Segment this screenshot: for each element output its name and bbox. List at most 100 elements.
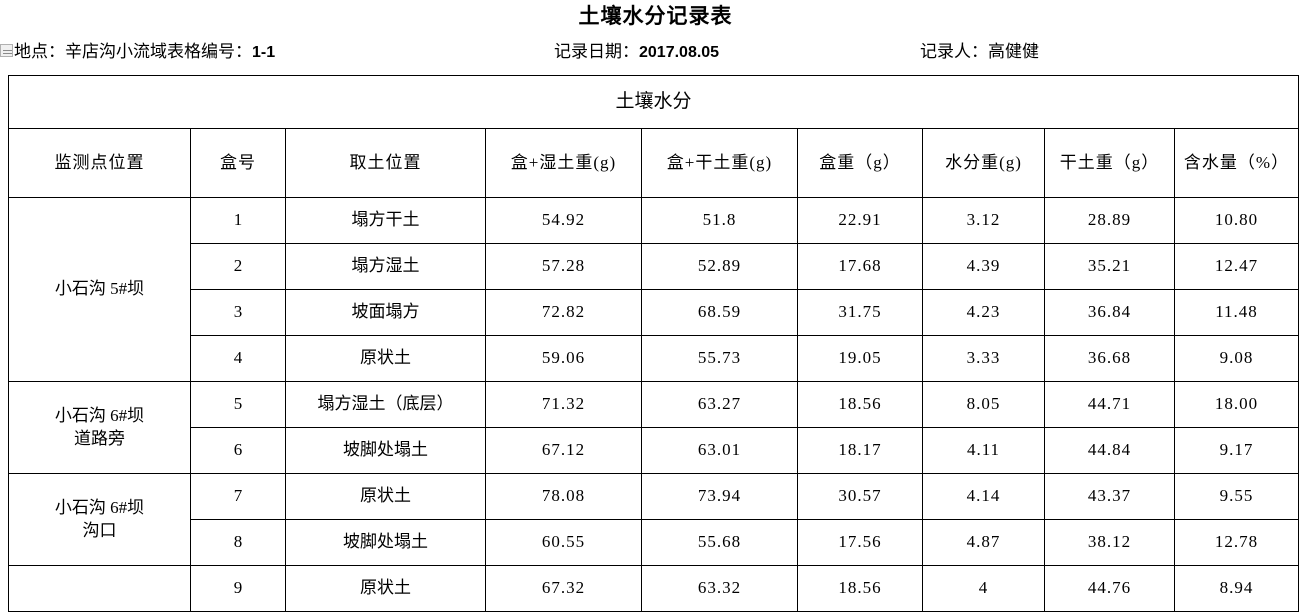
table-row: 6 坡脚处塌土 67.12 63.01 18.17 4.11 44.84 9.17 (9, 427, 1300, 474)
document-meta-line: 地点：辛店沟小流域表格编号：1-1 记录日期：2017.08.05 记录人：高健… (0, 37, 1311, 67)
cell-moisture: 9.17 (1173, 427, 1300, 474)
column-header-sample-loc: 取土位置 (285, 128, 486, 198)
cell-sample-location: 坡脚处塌土 (285, 519, 486, 566)
cell-sample-location: 坡脚处塌土 (285, 427, 486, 474)
cell-dry-total: 55.68 (641, 519, 798, 566)
table-row: 2 塌方湿土 57.28 52.89 17.68 4.39 35.21 12.47 (9, 243, 1300, 290)
cell-sample-location: 塌方干土 (285, 197, 486, 244)
table-row: 9 原状土 67.32 63.32 18.56 4 44.76 8.94 (8, 565, 1300, 612)
cell-box-weight: 18.17 (797, 427, 923, 474)
cell-wet-total: 78.08 (485, 473, 642, 520)
cell-water-weight: 3.33 (922, 335, 1045, 382)
cell-moisture: 12.78 (1173, 519, 1300, 566)
meta-recorder-label: 记录人： (920, 42, 988, 61)
column-header-moisture: 含水量（%） (1173, 128, 1300, 198)
cell-dry-total: 51.8 (641, 197, 798, 244)
cell-dry-soil: 28.89 (1044, 197, 1175, 244)
meta-recorder: 记录人：高健健 (920, 37, 1039, 67)
page-title: 土壤水分记录表 (578, 4, 733, 28)
cell-dry-total: 63.01 (641, 427, 798, 474)
cell-water-weight: 4.87 (922, 519, 1045, 566)
cell-box-weight: 18.56 (797, 565, 923, 612)
column-header-dry-soil: 干土重（g） (1044, 128, 1175, 198)
cell-wet-total: 67.12 (485, 427, 642, 474)
cell-wet-total: 57.28 (485, 243, 642, 290)
cell-wet-total: 59.06 (485, 335, 642, 382)
cell-box-no: 8 (190, 519, 286, 566)
cell-water-weight: 4.23 (922, 289, 1045, 336)
soil-moisture-table-container: 土壤水分 监测点位置 盒号 取土位置 盒+湿土重(g) 盒+干土重(g) 盒重（… (7, 75, 1300, 612)
cell-box-no: 3 (190, 289, 286, 336)
soil-moisture-table: 土壤水分 监测点位置 盒号 取土位置 盒+湿土重(g) 盒+干土重(g) 盒重（… (7, 75, 1300, 612)
cell-sample-location: 坡面塌方 (285, 289, 486, 336)
table-row: 3 坡面塌方 72.82 68.59 31.75 4.23 36.84 11.48 (9, 289, 1300, 336)
cell-site: 小石沟 6#坝 沟口 (8, 473, 191, 566)
cell-wet-total: 71.32 (485, 381, 642, 428)
cell-dry-soil: 44.84 (1044, 427, 1175, 474)
cell-moisture: 18.00 (1173, 381, 1300, 428)
cell-dry-soil: 35.21 (1044, 243, 1175, 290)
column-header-box-no: 盒号 (190, 128, 286, 198)
meta-date: 记录日期：2017.08.05 (554, 37, 719, 68)
meta-date-value: 2017.08.05 (639, 44, 720, 61)
cell-water-weight: 4 (922, 565, 1045, 612)
cell-dry-total: 68.59 (641, 289, 798, 336)
cell-moisture: 10.80 (1173, 197, 1300, 244)
column-header-site: 监测点位置 (8, 128, 191, 198)
cell-sample-location: 塌方湿土（底层） (285, 381, 486, 428)
cell-water-weight: 8.05 (922, 381, 1045, 428)
object-anchor-handle-icon[interactable] (0, 44, 13, 57)
cell-box-no: 7 (190, 473, 286, 520)
table-banner-cell: 土壤水分 (7, 75, 1300, 129)
cell-moisture: 9.08 (1173, 335, 1300, 382)
cell-dry-soil: 36.84 (1044, 289, 1175, 336)
cell-dry-total: 55.73 (641, 335, 798, 382)
table-row: 小石沟 6#坝 道路旁 5 塌方湿土（底层） 71.32 63.27 18.56 8.05 44… (8, 381, 1300, 474)
cell-box-weight: 22.91 (797, 197, 923, 244)
meta-recorder-value: 高健健 (988, 42, 1039, 61)
cell-dry-total: 63.32 (641, 565, 798, 612)
cell-box-no: 4 (190, 335, 286, 382)
cell-site: 小石沟 6#坝 道路旁 (8, 381, 191, 474)
cell-sample-location: 塌方湿土 (285, 243, 486, 290)
cell-box-no: 1 (190, 197, 286, 244)
cell-box-no: 6 (190, 427, 286, 474)
meta-location-label: 地点： (14, 42, 65, 61)
cell-sample-location: 原状土 (285, 565, 486, 612)
cell-wet-total: 72.82 (485, 289, 642, 336)
cell-dry-total: 73.94 (641, 473, 798, 520)
cell-dry-soil: 43.37 (1044, 473, 1175, 520)
cell-site (8, 565, 191, 612)
cell-box-no: 2 (190, 243, 286, 290)
cell-box-weight: 17.68 (797, 243, 923, 290)
table-row: 小石沟 5#坝 1 塌方干土 54.92 51.8 22.91 3.12 28.89 10.80 (8, 197, 1300, 382)
cell-box-weight: 18.56 (797, 381, 923, 428)
cell-dry-soil: 38.12 (1044, 519, 1175, 566)
cell-box-weight: 17.56 (797, 519, 923, 566)
cell-moisture: 9.55 (1173, 473, 1300, 520)
cell-box-no: 9 (190, 565, 286, 612)
cell-dry-total: 52.89 (641, 243, 798, 290)
cell-water-weight: 3.12 (922, 197, 1045, 244)
cell-site: 小石沟 5#坝 (8, 197, 191, 382)
meta-date-label: 记录日期： (554, 42, 639, 61)
table-row: 4 原状土 59.06 55.73 19.05 3.33 36.68 9.08 (9, 335, 1300, 382)
cell-moisture: 8.94 (1173, 565, 1300, 612)
cell-box-weight: 31.75 (797, 289, 923, 336)
cell-wet-total: 54.92 (485, 197, 642, 244)
cell-water-weight: 4.14 (922, 473, 1045, 520)
column-header-dry-total: 盒+干土重(g) (641, 128, 798, 198)
cell-moisture: 12.47 (1173, 243, 1300, 290)
cell-box-no: 5 (190, 381, 286, 428)
column-header-water-weight: 水分重(g) (922, 128, 1045, 198)
cell-water-weight: 4.39 (922, 243, 1045, 290)
cell-wet-total: 67.32 (485, 565, 642, 612)
meta-location: 地点：辛店沟小流域表格编号：1-1 (14, 37, 275, 68)
cell-box-weight: 19.05 (797, 335, 923, 382)
cell-wet-total: 60.55 (485, 519, 642, 566)
cell-box-weight: 30.57 (797, 473, 923, 520)
meta-location-value: 辛店沟小流域表格编号： (65, 42, 252, 61)
table-row: 小石沟 6#坝 沟口 7 原状土 78.08 73.94 30.57 4.14 43.37 9.5… (8, 473, 1300, 566)
cell-dry-total: 63.27 (641, 381, 798, 428)
cell-dry-soil: 44.71 (1044, 381, 1175, 428)
